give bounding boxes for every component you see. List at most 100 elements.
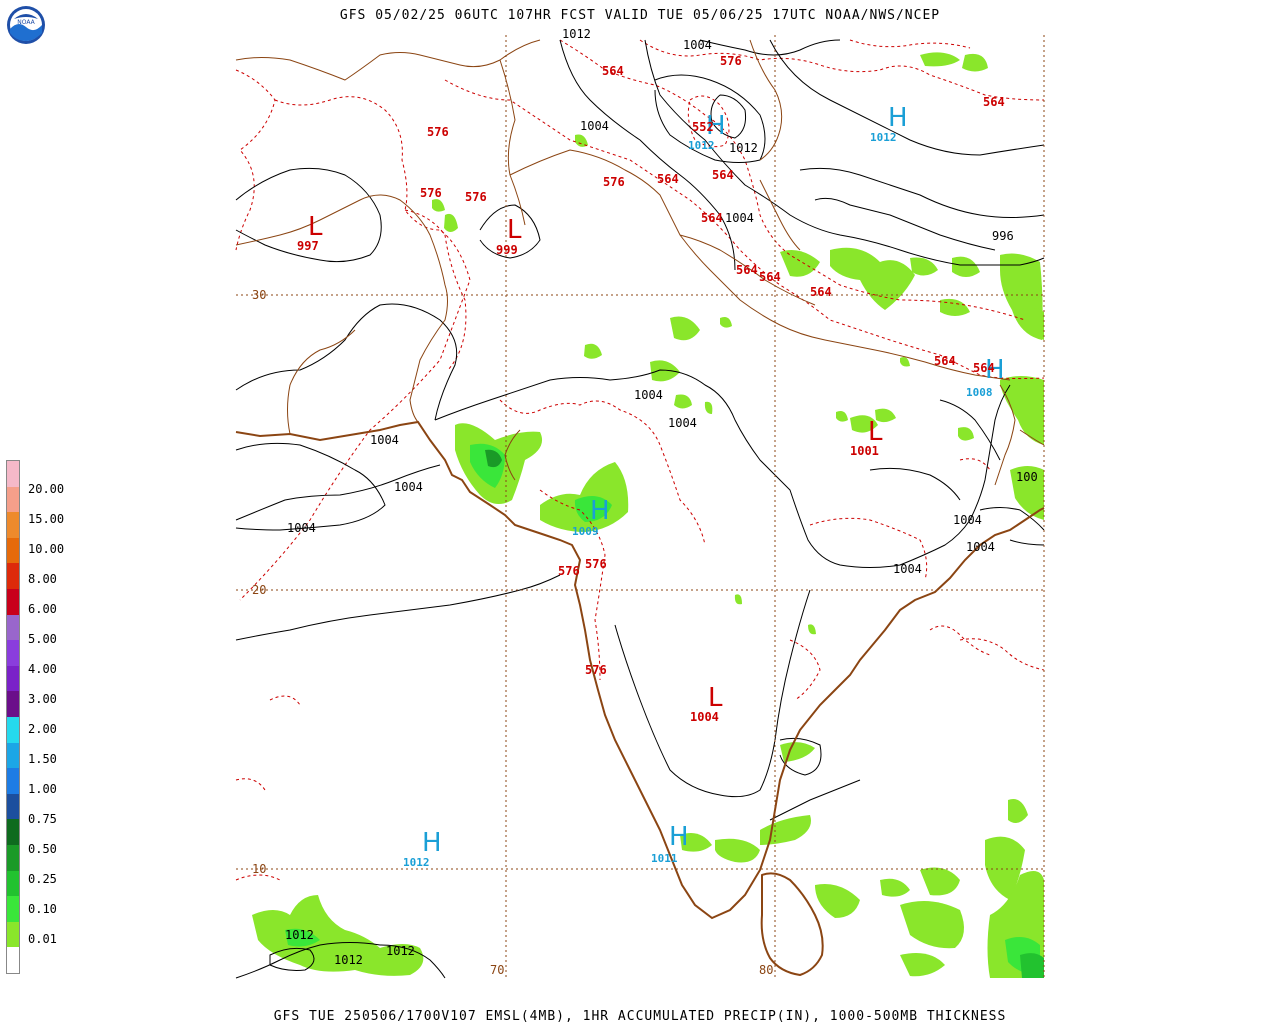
thickness-label: 564 xyxy=(736,263,758,277)
legend-swatch xyxy=(6,665,20,692)
thickness-label: 564 xyxy=(810,285,832,299)
lon-label-80: 80 xyxy=(759,963,773,977)
legend-label: 20.00 xyxy=(28,482,65,496)
isobar-label: 1012 xyxy=(562,27,591,41)
low-center-symbol: L xyxy=(708,683,723,713)
legend-label: 0.10 xyxy=(28,902,57,916)
isobar-label: 1012 xyxy=(334,953,363,967)
thickness-label: 564 xyxy=(602,64,624,78)
isobar-label: 996 xyxy=(992,229,1014,243)
isobar-label: 1012 xyxy=(285,928,314,942)
logo-text: NOAA xyxy=(17,19,35,26)
legend-swatch xyxy=(6,460,20,487)
isobar-label: 1004 xyxy=(287,521,316,535)
high-center-symbol: H xyxy=(422,828,442,858)
isobar-label: 1004 xyxy=(683,38,712,52)
high-center-symbol: H xyxy=(706,111,726,141)
legend-swatch xyxy=(6,844,20,871)
low-center-symbol: L xyxy=(507,215,522,245)
high-center-symbol: H xyxy=(590,496,610,526)
legend-label: 6.00 xyxy=(28,602,57,616)
legend-swatch xyxy=(6,486,20,513)
isobar-label: 1004 xyxy=(725,211,754,225)
thickness-label: 564 xyxy=(934,354,956,368)
thickness-label: 564 xyxy=(973,361,995,375)
thickness-label: 576 xyxy=(585,557,607,571)
low-center-symbol: L xyxy=(868,417,883,447)
high-center-value: 1011 xyxy=(651,852,678,865)
thickness-label: 564 xyxy=(701,211,723,225)
lat-label-20: 20 xyxy=(252,583,266,597)
thickness-label: 564 xyxy=(759,270,781,284)
legend-swatch xyxy=(6,512,20,538)
map-footer: GFS TUE 250506/1700V107 EMSL(4MB), 1HR A… xyxy=(273,1009,1007,1024)
legend-swatch xyxy=(6,896,20,922)
low-center-value: 997 xyxy=(297,239,319,253)
legend-label: 2.00 xyxy=(28,722,57,736)
isobar-label: 1012 xyxy=(386,944,415,958)
high-center-symbol: H xyxy=(985,355,1005,385)
legend-swatch xyxy=(6,563,20,589)
legend-swatch xyxy=(6,691,20,717)
legend-swatch xyxy=(6,793,20,820)
legend-swatch xyxy=(6,921,20,948)
high-center-symbol: H xyxy=(888,103,908,133)
legend-label: 0.25 xyxy=(28,872,57,886)
lat-label-30: 30 xyxy=(252,288,266,302)
legend-swatch xyxy=(6,819,20,845)
thickness-label: 576 xyxy=(420,186,442,200)
lat-label-10: 10 xyxy=(252,862,266,876)
isobars xyxy=(235,39,1045,979)
low-center-value: 1001 xyxy=(850,444,879,458)
coastlines xyxy=(235,420,1045,977)
isobar-label: 1012 xyxy=(729,141,758,155)
high-center-value: 1012 xyxy=(870,131,897,144)
low-center-value: 1004 xyxy=(690,710,719,724)
isobar-label: 1004 xyxy=(966,540,995,554)
thickness-label: 552 xyxy=(692,120,714,134)
legend-label: 0.01 xyxy=(28,932,57,946)
borders xyxy=(235,39,1045,486)
legend-label: 0.75 xyxy=(28,812,57,826)
legend-swatch xyxy=(6,870,20,897)
low-center-value: 999 xyxy=(496,243,518,257)
high-center-symbol: H xyxy=(669,822,689,852)
latlon-grid xyxy=(236,35,1045,978)
legend-label: 1.50 xyxy=(28,752,57,766)
thickness-label: 576 xyxy=(427,125,449,139)
high-center-value: 1009 xyxy=(572,525,599,538)
legend-swatch xyxy=(6,537,20,564)
legend-swatch xyxy=(6,716,20,743)
precip-legend: 20.00 15.00 10.00 8.00 6.00 5.00 4.00 3.00 2.00 1… xyxy=(6,460,64,974)
legend-swatch xyxy=(6,588,20,615)
lon-label-70: 70 xyxy=(490,963,504,977)
legend-swatch xyxy=(6,640,20,666)
isobar-label: 1004 xyxy=(580,119,609,133)
legend-label: 15.00 xyxy=(28,512,65,526)
thickness-label: 576 xyxy=(720,54,742,68)
high-center-value: 1012 xyxy=(403,856,430,869)
isobar-label: 1004 xyxy=(394,480,423,494)
legend-label: 8.00 xyxy=(28,572,57,586)
legend-swatch xyxy=(6,742,20,769)
thickness-label: 564 xyxy=(712,168,734,182)
low-center-symbol: L xyxy=(308,212,323,242)
isobar-label: 1004 xyxy=(893,562,922,576)
map-title: GFS 05/02/25 06UTC 107HR FCST VALID TUE … xyxy=(339,8,941,23)
precip-areas xyxy=(252,52,1044,978)
thickness-label: 564 xyxy=(983,95,1005,109)
thickness-label: 576 xyxy=(585,663,607,677)
isobar-label: 1004 xyxy=(370,433,399,447)
isobar-label: 1004 xyxy=(668,416,697,430)
isobar-label: 1004 xyxy=(953,513,982,527)
high-center-value: 1008 xyxy=(966,386,993,399)
high-center-value: 1012 xyxy=(688,139,715,152)
legend-label: 4.00 xyxy=(28,662,57,676)
isobar-label: 100 xyxy=(1016,470,1038,484)
legend-label: 3.00 xyxy=(28,692,57,706)
thickness-label: 576 xyxy=(558,564,580,578)
thickness-label: 564 xyxy=(657,172,679,186)
legend-label: 0.50 xyxy=(28,842,57,856)
legend-swatch xyxy=(6,614,20,641)
